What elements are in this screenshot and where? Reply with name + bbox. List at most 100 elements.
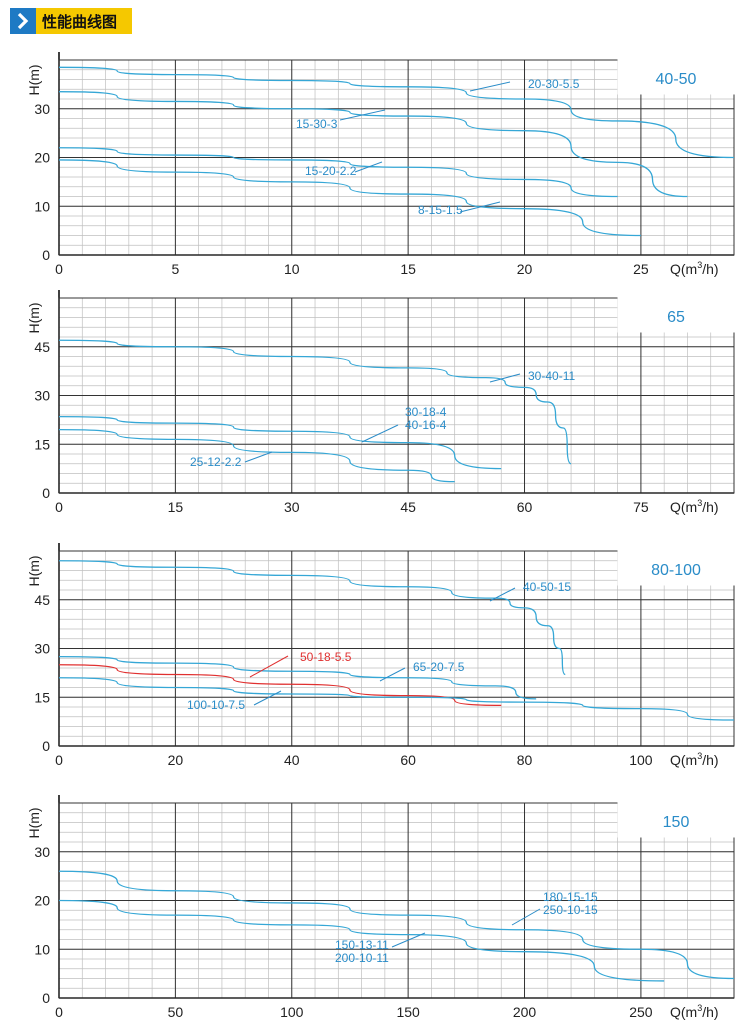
label-leader-line <box>511 908 541 926</box>
series-line <box>58 870 735 980</box>
label-leader-line <box>253 690 282 706</box>
series-label: 30-18-4 <box>405 405 447 419</box>
x-tick-label: 45 <box>400 499 416 515</box>
label-leader-line <box>391 932 426 948</box>
series-label: 200-10-11 <box>335 951 389 965</box>
series-line <box>58 677 735 721</box>
y-tick-label: 45 <box>34 592 50 608</box>
series-line <box>58 339 572 465</box>
x-tick-label: 20 <box>517 261 533 277</box>
x-tick-label: 15 <box>400 261 416 277</box>
series-line <box>58 147 618 198</box>
page-title: 性能曲线图 <box>42 14 118 31</box>
chart-title: 150 <box>663 814 690 831</box>
x-tick-label: 75 <box>633 499 649 515</box>
chart-title-box <box>617 59 735 95</box>
label-leader-line <box>354 161 383 173</box>
series-label: 180-15-15 <box>543 890 598 904</box>
x-tick-label: 100 <box>280 1004 304 1020</box>
series-label: 150-13-11 <box>335 938 389 952</box>
x-axis-label: Q(m3/h) <box>670 751 719 768</box>
x-tick-label: 25 <box>633 261 649 277</box>
label-leader-line <box>249 655 289 678</box>
y-axis-label: H(m) <box>26 807 42 838</box>
x-tick-label: 5 <box>171 261 179 277</box>
series-label: 65-20-7.5 <box>413 660 465 674</box>
y-tick-label: 0 <box>42 738 50 754</box>
series-label: 50-18-5.5 <box>300 650 352 664</box>
y-tick-label: 30 <box>34 641 50 657</box>
label-leader-line <box>469 81 511 92</box>
series-line <box>58 415 502 470</box>
plot-frame <box>58 297 735 494</box>
chart-title-box <box>617 550 735 586</box>
x-tick-label: 150 <box>396 1004 420 1020</box>
series-label: 8-15-1.5 <box>418 203 463 217</box>
x-tick-label: 0 <box>55 499 63 515</box>
x-axis-label: Q(m3/h) <box>670 498 719 515</box>
series-label: 40-16-4 <box>405 418 447 432</box>
x-tick-label: 0 <box>55 1004 63 1020</box>
y-tick-label: 10 <box>34 198 50 214</box>
y-tick-label: 15 <box>34 689 50 705</box>
y-tick-label: 30 <box>34 101 50 117</box>
series-label: 30-40-11 <box>528 369 575 383</box>
y-axis-label: H(m) <box>26 555 42 586</box>
y-axis-label: H(m) <box>26 64 42 95</box>
plot-frame <box>58 550 735 747</box>
series-line <box>58 91 688 198</box>
series-label: 40-50-15 <box>523 580 571 594</box>
x-tick-label: 15 <box>168 499 184 515</box>
series-line <box>58 428 455 483</box>
label-leader-line <box>244 451 273 463</box>
x-tick-label: 30 <box>284 499 300 515</box>
x-tick-label: 20 <box>168 752 184 768</box>
section-header: 性能曲线图 <box>10 8 132 34</box>
x-tick-label: 250 <box>629 1004 653 1020</box>
label-leader-line <box>361 424 399 443</box>
series-label: 100-10-7.5 <box>187 698 245 712</box>
x-tick-label: 80 <box>517 752 533 768</box>
chart-title: 65 <box>667 309 685 326</box>
series-label: 15-30-3 <box>296 117 338 131</box>
chart-40-50: 0 5 10 15 20 25 0 10 20 30 H(m) Q(m3/h) 40-50 20-30-5… <box>26 52 735 277</box>
x-tick-label: 0 <box>55 752 63 768</box>
y-tick-label: 0 <box>42 485 50 501</box>
series-label: 25-12-2.2 <box>190 455 242 469</box>
x-tick-label: 10 <box>284 261 300 277</box>
chart-65: 0 15 30 45 60 75 0 15 30 45 H(m) Q(m3/h) 65 30-40-11 3… <box>26 290 735 515</box>
y-tick-label: 0 <box>42 247 50 263</box>
x-axis-label: Q(m3/h) <box>670 1003 719 1020</box>
series-label: 15-20-2.2 <box>305 164 357 178</box>
y-tick-label: 10 <box>34 941 50 957</box>
chart-title: 40-50 <box>656 71 697 88</box>
x-tick-label: 60 <box>400 752 416 768</box>
label-leader-line <box>459 201 501 213</box>
x-tick-label: 40 <box>284 752 300 768</box>
y-tick-label: 20 <box>34 150 50 166</box>
y-tick-label: 30 <box>34 388 50 404</box>
chart-150: 0 50 100 150 200 250 0 10 20 30 H(m) Q(m3/h) 150 180-… <box>26 795 735 1020</box>
series-label: 20-30-5.5 <box>528 77 580 91</box>
y-axis-label: H(m) <box>26 302 42 333</box>
label-leader-line <box>489 373 521 383</box>
label-leader-line <box>379 667 406 682</box>
chevron-right-icon <box>10 8 36 34</box>
x-tick-label: 50 <box>168 1004 184 1020</box>
x-axis-label: Q(m3/h) <box>670 260 719 277</box>
chart-title: 80-100 <box>651 562 701 579</box>
x-tick-label: 60 <box>517 499 533 515</box>
label-leader-line <box>339 109 386 121</box>
series-line <box>58 655 537 700</box>
y-tick-label: 45 <box>34 339 50 355</box>
y-tick-label: 15 <box>34 436 50 452</box>
x-tick-label: 0 <box>55 261 63 277</box>
chart-title-box <box>617 297 735 333</box>
series-line <box>58 66 735 159</box>
series-label: 250-10-15 <box>543 903 598 917</box>
series-line <box>58 899 665 982</box>
y-tick-label: 0 <box>42 990 50 1006</box>
y-tick-label: 20 <box>34 893 50 909</box>
label-leader-line <box>489 587 516 602</box>
x-tick-label: 200 <box>513 1004 537 1020</box>
